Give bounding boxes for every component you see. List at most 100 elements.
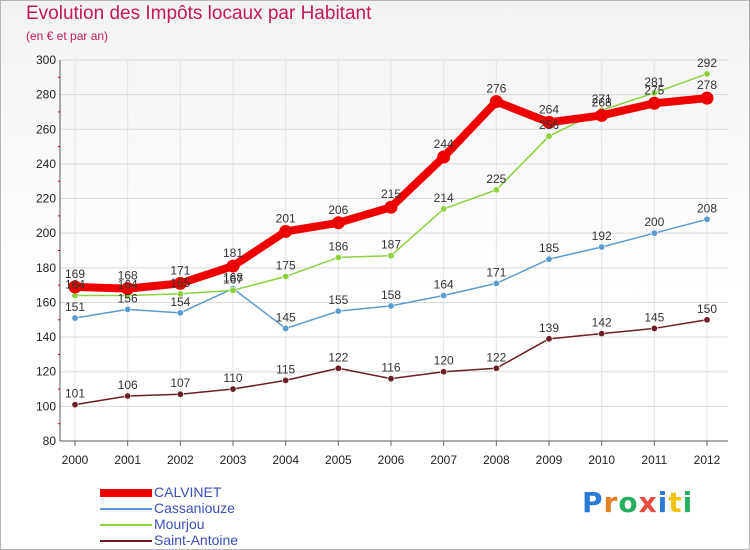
y-tick-label: 100 [36, 399, 56, 413]
data-label-cassaniouze: 208 [697, 201, 717, 215]
data-label-calvinet: 215 [381, 187, 401, 201]
data-point-cassaniouze [176, 309, 184, 317]
chart-subtitle: (en € et par an) [26, 29, 109, 43]
data-label-cassaniouze: 155 [328, 293, 348, 307]
y-tick-label: 80 [43, 434, 57, 448]
data-label-saint-antoine: 115 [276, 362, 295, 376]
data-point-saint-antoine [545, 335, 553, 343]
data-point-calvinet [700, 91, 714, 105]
data-point-saint-antoine [440, 368, 448, 376]
data-point-cassaniouze [598, 243, 606, 251]
data-point-cassaniouze [492, 279, 500, 287]
data-point-mourjou [334, 253, 342, 261]
data-label-calvinet: 275 [644, 83, 664, 97]
x-tick-label: 2000 [62, 453, 89, 467]
data-point-calvinet [489, 95, 503, 109]
brand-logo: Proxiti [582, 486, 693, 519]
data-labels: 101 106 107 110 115 122 116 120 122 139 142 145 150 1… [65, 56, 717, 401]
data-label-mourjou: 225 [486, 172, 506, 186]
y-tick-label: 300 [36, 53, 56, 67]
x-tick-label: 2003 [220, 453, 247, 467]
data-label-saint-antoine: 145 [644, 310, 664, 324]
data-point-calvinet [121, 282, 135, 296]
data-label-saint-antoine: 120 [434, 354, 454, 368]
data-label-saint-antoine: 122 [486, 350, 506, 364]
data-label-saint-antoine: 139 [539, 321, 559, 335]
brand-letter: i [682, 486, 694, 519]
data-point-mourjou [440, 205, 448, 213]
data-label-saint-antoine: 116 [381, 361, 400, 375]
data-label-calvinet: 206 [328, 203, 348, 217]
legend-swatch [100, 508, 152, 510]
data-point-calvinet [173, 276, 187, 290]
data-label-cassaniouze: 185 [539, 241, 559, 255]
brand-letter: i [657, 486, 669, 519]
y-tick-label: 240 [36, 157, 56, 171]
data-point-saint-antoine [492, 364, 500, 372]
x-tick-label: 2011 [641, 453, 667, 467]
y-tick-label: 200 [36, 226, 56, 240]
data-point-calvinet [542, 115, 556, 129]
data-label-cassaniouze: 164 [434, 278, 454, 292]
axes: 80 100 120 140 160 180 200 220 240 260 280 300 2000 2… [36, 53, 728, 467]
data-point-mourjou [492, 186, 500, 194]
data-label-mourjou: 165 [170, 276, 190, 290]
data-label-calvinet: 244 [434, 137, 454, 151]
x-tick-label: 2001 [114, 453, 141, 467]
x-tick-label: 2005 [325, 453, 352, 467]
data-point-cassaniouze [650, 229, 658, 237]
data-label-saint-antoine: 122 [328, 350, 348, 364]
x-tick-label: 2008 [483, 453, 510, 467]
legend-label: Cassaniouze [154, 500, 235, 516]
data-label-calvinet: 264 [539, 102, 559, 116]
y-tick-label: 220 [36, 192, 56, 206]
data-label-calvinet: 278 [697, 78, 717, 92]
x-tick-label: 2006 [378, 453, 405, 467]
data-label-cassaniouze: 151 [65, 300, 85, 314]
data-label-mourjou: 214 [434, 191, 454, 205]
brand-letter: o [618, 486, 639, 519]
y-tick-label: 280 [36, 88, 56, 102]
data-point-cassaniouze [124, 305, 132, 313]
data-point-saint-antoine [650, 324, 658, 332]
data-point-mourjou [282, 272, 290, 280]
data-label-calvinet: 201 [276, 211, 296, 225]
data-label-mourjou: 186 [328, 239, 348, 253]
legend-swatch [100, 524, 152, 526]
chart-title: Evolution des Impôts locaux par Habitant [26, 3, 372, 24]
data-point-mourjou [650, 89, 658, 97]
legend-swatch [100, 540, 152, 542]
data-point-saint-antoine [229, 385, 237, 393]
legend-label: CALVINET [154, 484, 222, 500]
data-label-mourjou: 167 [223, 272, 243, 286]
data-point-saint-antoine [176, 390, 184, 398]
data-point-cassaniouze [440, 292, 448, 300]
data-point-mourjou [176, 290, 184, 298]
data-point-saint-antoine [71, 401, 79, 409]
data-label-mourjou: 164 [65, 278, 85, 292]
y-tick-label: 160 [36, 295, 56, 309]
data-point-calvinet [279, 224, 293, 238]
data-label-mourjou: 187 [381, 238, 401, 252]
y-tick-label: 120 [36, 365, 56, 379]
y-tick-label: 140 [36, 330, 56, 344]
x-tick-label: 2010 [588, 453, 615, 467]
data-point-saint-antoine [598, 330, 606, 338]
data-label-mourjou: 256 [539, 118, 559, 132]
data-point-cassaniouze [71, 314, 79, 322]
brand-letter: P [582, 486, 604, 519]
data-point-cassaniouze [334, 307, 342, 315]
data-label-calvinet: 168 [118, 269, 138, 283]
legend-item: Saint-Antoine [100, 532, 300, 549]
data-label-cassaniouze: 192 [592, 229, 612, 243]
data-label-saint-antoine: 101 [65, 387, 85, 401]
data-point-calvinet [595, 108, 609, 122]
data-label-saint-antoine: 142 [592, 316, 612, 330]
data-point-saint-antoine [387, 375, 395, 383]
data-label-cassaniouze: 168 [223, 271, 243, 285]
data-point-saint-antoine [703, 316, 711, 324]
data-label-saint-antoine: 110 [223, 371, 242, 385]
data-label-cassaniouze: 145 [276, 310, 296, 324]
